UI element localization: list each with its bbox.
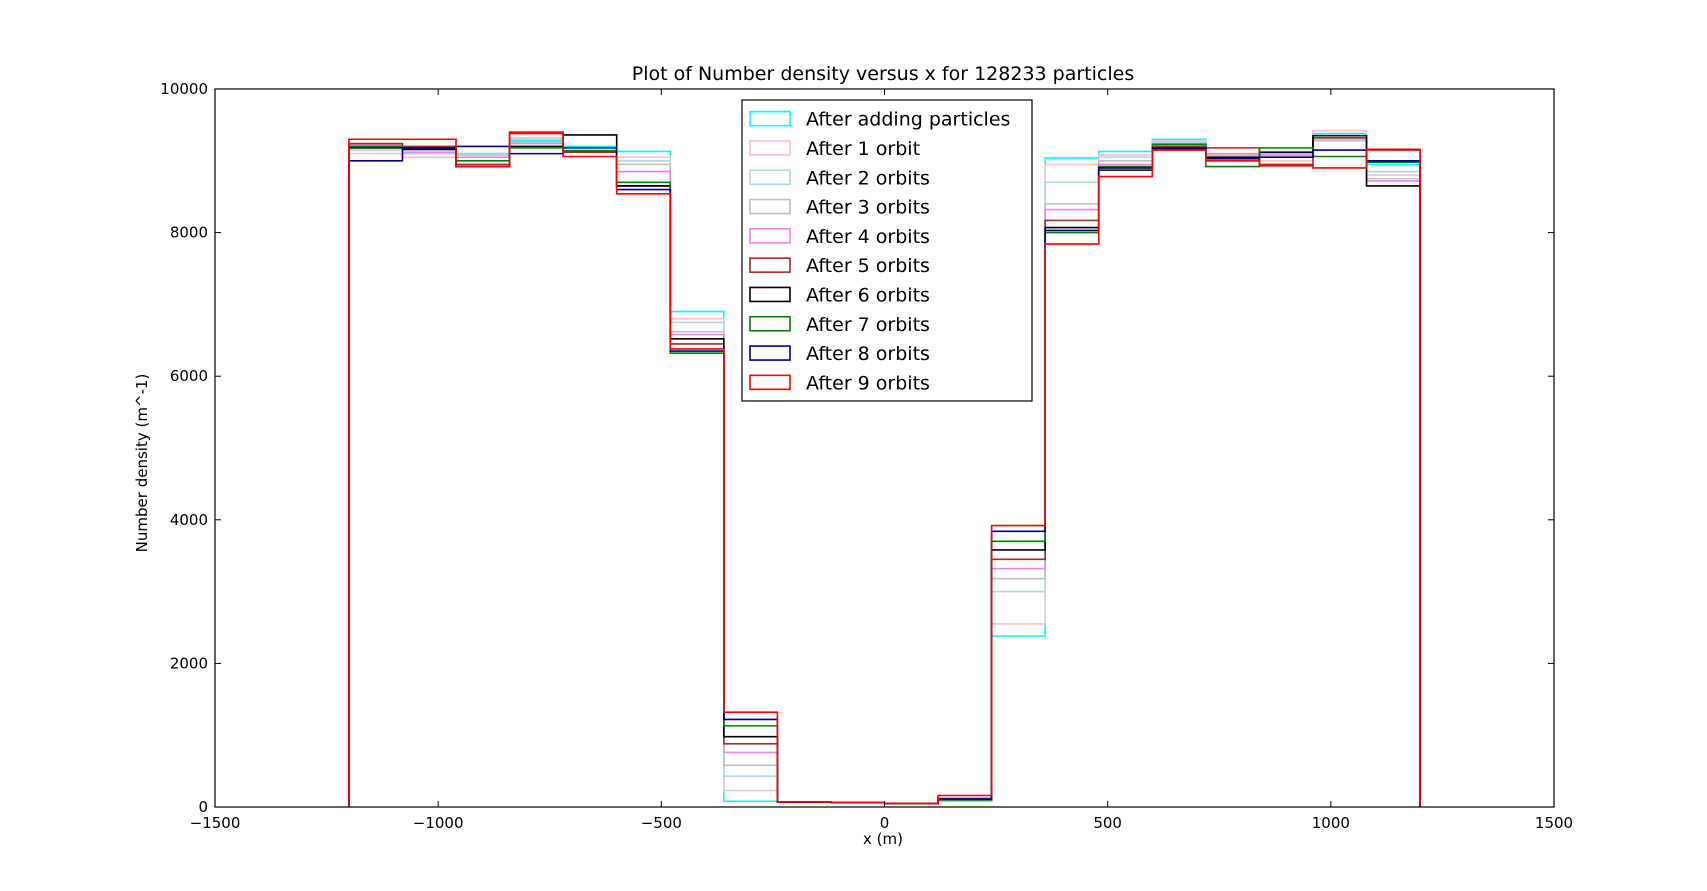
x-tick-label: −1000	[413, 814, 464, 832]
y-axis-label: Number density (m^-1)	[133, 374, 151, 553]
legend-swatch-8	[749, 315, 791, 332]
legend-swatch-10	[749, 374, 791, 391]
y-tick-label: 4000	[170, 511, 208, 529]
legend-label-9: After 8 orbits	[806, 343, 930, 365]
x-tick-label: 0	[880, 814, 890, 832]
y-tick-label: 6000	[170, 367, 208, 385]
y-tick-label: 8000	[170, 224, 208, 242]
y-tick-label: 0	[198, 798, 208, 816]
legend-label-4: After 3 orbits	[806, 197, 930, 219]
x-tick-label: 1500	[1535, 814, 1573, 832]
legend-label-2: After 1 orbit	[806, 138, 920, 160]
legend-swatch-2	[749, 140, 791, 156]
legend-swatch-4	[749, 198, 791, 215]
legend-label-6: After 5 orbits	[806, 255, 930, 277]
legend-swatch-6	[749, 257, 791, 273]
legend-label-8: After 7 orbits	[806, 314, 930, 336]
plot-area: −1500 −1000 −500 0 500 1000 1500 0 2000 4000 6000 8…	[160, 80, 1573, 832]
legend-label-7: After 6 orbits	[806, 284, 930, 306]
legend-swatch-7	[749, 286, 791, 303]
legend-swatch-3	[749, 169, 791, 186]
legend-swatch-5	[749, 228, 791, 244]
x-tick-label: 1000	[1312, 814, 1350, 832]
x-tick-label: 500	[1093, 814, 1122, 832]
x-axis-label: x (m)	[863, 830, 903, 848]
x-tick-label: −1500	[190, 814, 241, 832]
legend-label-5: After 4 orbits	[806, 226, 930, 248]
y-tick-label: 10000	[160, 80, 208, 98]
chart-title: Plot of Number density versus x for 1282…	[632, 63, 1134, 85]
x-tick-label: −500	[641, 814, 682, 832]
legend-label-1: After adding particles	[806, 109, 1010, 131]
legend-label-3: After 2 orbits	[806, 167, 930, 189]
legend-swatch-1	[749, 110, 791, 127]
legend-label-10: After 9 orbits	[806, 372, 930, 394]
legend-swatch-9	[749, 345, 791, 361]
legend: After adding particles After 1 orbit After…	[741, 99, 1033, 402]
y-tick-label: 2000	[170, 654, 208, 672]
